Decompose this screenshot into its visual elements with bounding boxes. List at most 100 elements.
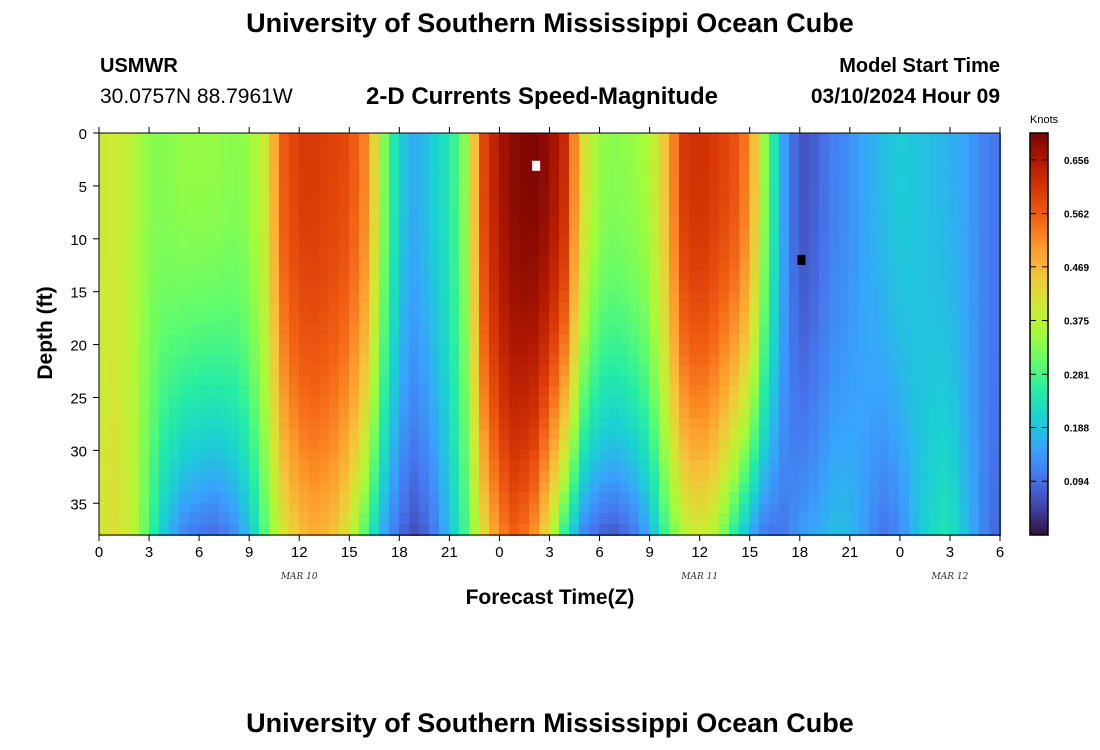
heatmap-cell — [529, 228, 541, 240]
heatmap-cell — [199, 312, 211, 325]
heatmap-cell — [929, 133, 941, 145]
heatmap-cell — [409, 450, 421, 462]
heatmap-cell — [199, 460, 211, 473]
heatmap-cell — [459, 513, 471, 526]
heatmap-cell — [619, 302, 631, 314]
heatmap-cell — [399, 207, 411, 219]
heatmap-cell — [479, 429, 491, 441]
heatmap-cell — [369, 344, 381, 357]
heatmap-cell — [779, 386, 791, 399]
heatmap-cell — [659, 249, 671, 261]
heatmap-cell — [549, 450, 561, 462]
heatmap-cell — [349, 386, 361, 399]
heatmap-cell — [939, 513, 951, 526]
heatmap-cell — [819, 291, 831, 304]
heatmap-cell — [799, 471, 811, 484]
heatmap-cell — [219, 196, 231, 209]
heatmap-cell — [789, 524, 801, 536]
heatmap-cell — [699, 228, 711, 240]
heatmap-cell — [699, 175, 711, 187]
heatmap-cell — [929, 249, 941, 261]
heatmap-cell — [469, 154, 481, 166]
heatmap-cell — [639, 249, 651, 261]
heatmap-cell — [619, 281, 631, 293]
heatmap-cell — [959, 133, 971, 145]
heatmap-cell — [859, 386, 871, 399]
heatmap-cell — [269, 302, 281, 314]
heatmap-cell — [799, 492, 811, 505]
heatmap-cell — [889, 429, 901, 441]
heatmap-cell — [439, 503, 451, 515]
heatmap-cell — [459, 408, 471, 420]
heatmap-cell — [209, 355, 221, 367]
heatmap-cell — [179, 259, 191, 272]
heatmap-cell — [359, 302, 371, 314]
heatmap-cell — [179, 281, 191, 293]
heatmap-cell — [99, 471, 111, 484]
heatmap-cell — [439, 429, 451, 441]
heatmap-cell — [509, 460, 521, 473]
heatmap-cell — [469, 524, 481, 536]
heatmap-cell — [249, 397, 261, 410]
heatmap-cell — [309, 439, 321, 452]
heatmap-cell — [579, 397, 591, 410]
heatmap-cell — [949, 418, 961, 431]
heatmap-cell — [229, 175, 241, 187]
heatmap-cell — [749, 513, 761, 526]
heatmap-cell — [169, 492, 181, 505]
heatmap-cell — [729, 270, 741, 283]
heatmap-cell — [549, 503, 561, 515]
heatmap-cell — [429, 302, 441, 314]
heatmap-cell — [959, 450, 971, 462]
heatmap-cell — [889, 291, 901, 304]
heatmap-cell — [729, 143, 741, 156]
heatmap-cell — [459, 524, 471, 536]
heatmap-cell — [599, 207, 611, 219]
heatmap-cell — [359, 217, 371, 230]
heatmap-cell — [419, 175, 431, 187]
heatmap-cell — [269, 503, 281, 515]
heatmap-cell — [719, 365, 731, 378]
heatmap-cell — [759, 154, 771, 166]
heatmap-cell — [899, 259, 911, 272]
heatmap-cell — [609, 196, 621, 209]
heatmap-cell — [299, 196, 311, 209]
heatmap-cell — [939, 344, 951, 357]
heatmap-cell — [919, 397, 931, 410]
heatmap-cell — [489, 344, 501, 357]
heatmap-cell — [369, 164, 381, 177]
heatmap-cell — [789, 312, 801, 325]
heatmap-cell — [969, 207, 981, 219]
heatmap-cell — [379, 408, 391, 420]
heatmap-cell — [399, 154, 411, 166]
heatmap-cell — [869, 334, 881, 346]
heatmap-cell — [769, 312, 781, 325]
heatmap-cell — [599, 217, 611, 230]
y-tick-label: 30 — [70, 443, 87, 460]
heatmap-cell — [829, 439, 841, 452]
heatmap-cell — [709, 249, 721, 261]
heatmap-cell — [789, 143, 801, 156]
heatmap-cell — [749, 334, 761, 346]
heatmap-cell — [689, 133, 701, 145]
heatmap-cell — [669, 355, 681, 367]
heatmap-cell — [429, 524, 441, 536]
heatmap-cell — [249, 143, 261, 156]
heatmap-cell — [419, 355, 431, 367]
heatmap-cell — [599, 365, 611, 378]
heatmap-cell — [379, 471, 391, 484]
heatmap-cell — [979, 217, 991, 230]
heatmap-cell — [839, 397, 851, 410]
heatmap-cell — [749, 471, 761, 484]
heatmap-cell — [389, 334, 401, 346]
heatmap-cell — [419, 439, 431, 452]
heatmap-cell — [469, 386, 481, 399]
heatmap-cell — [769, 207, 781, 219]
heatmap-cell — [439, 185, 451, 198]
heatmap-cell — [339, 175, 351, 187]
heatmap-cell — [709, 471, 721, 484]
heatmap-cell — [629, 291, 641, 304]
heatmap-cell — [769, 133, 781, 145]
heatmap-cell — [149, 249, 161, 261]
heatmap-cell — [609, 323, 621, 335]
